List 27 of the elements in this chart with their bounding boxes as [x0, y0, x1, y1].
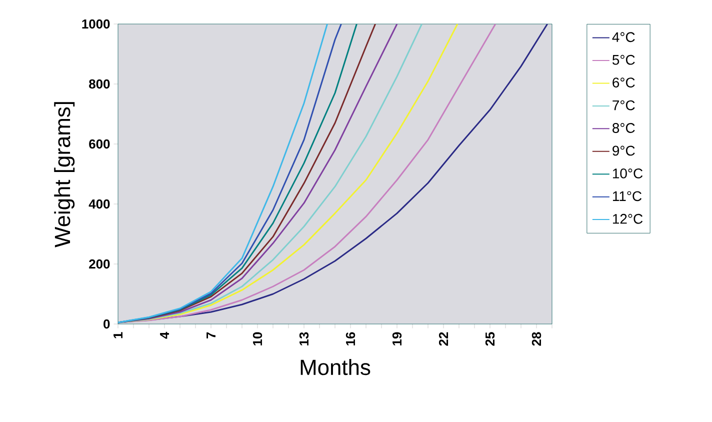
x-tick-label: 4 — [160, 332, 169, 339]
x-tick-label: 19 — [392, 332, 402, 346]
x-axis-title: Months — [300, 359, 370, 376]
y-tick-label: 400 — [88, 199, 110, 209]
legend-label: 7°C — [612, 100, 635, 110]
legend-label: 8°C — [612, 123, 635, 133]
x-tick-label: 25 — [485, 332, 495, 346]
legend-label: 11°C — [612, 191, 642, 202]
x-tick-label: 13 — [299, 332, 309, 346]
y-tick-label: 800 — [89, 79, 110, 89]
legend-label: 10°C — [612, 168, 643, 178]
y-tick-label: 0 — [104, 319, 110, 329]
x-tick-label: 28 — [532, 332, 542, 346]
x-tick-label: 7 — [206, 332, 216, 338]
legend-label: 6°C — [612, 78, 635, 88]
y-tick-label: 200 — [89, 259, 110, 269]
legend-label: 5°C — [612, 54, 635, 65]
y-tick-label: 1000 — [82, 19, 110, 29]
x-tick-label: 1 — [114, 332, 122, 338]
legend-label: 12°C — [612, 214, 643, 224]
x-tick-label: 22 — [438, 332, 448, 346]
x-tick-label: 10 — [252, 332, 262, 346]
legend-label: 9°C — [612, 146, 635, 156]
y-axis-title: Weight [grams] — [54, 102, 75, 248]
legend-label: 4°C — [612, 32, 635, 42]
x-tick-label: 16 — [346, 332, 356, 346]
y-tick-label: 600 — [89, 139, 110, 149]
